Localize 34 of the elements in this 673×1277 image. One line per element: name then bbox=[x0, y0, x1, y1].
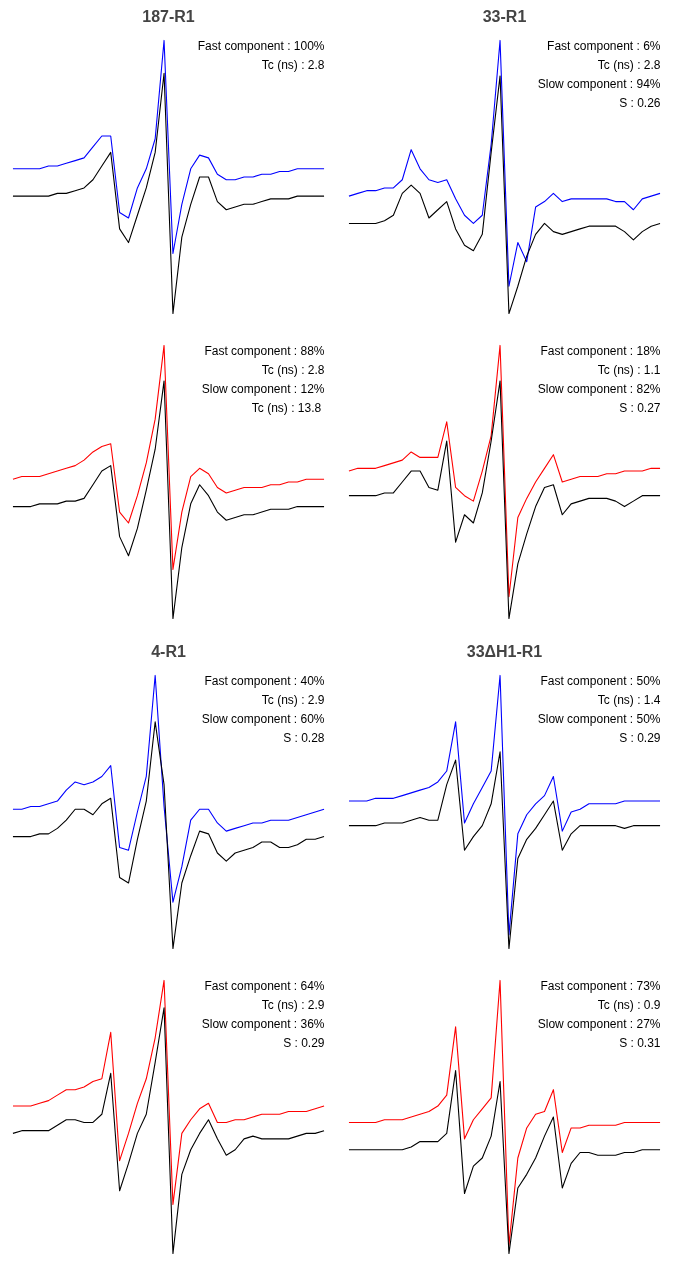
annotation: Tc (ns) : 2.8 bbox=[261, 57, 325, 72]
annotation: Slow component : 60% bbox=[201, 711, 325, 726]
annotation: Tc (ns) : 2.8 bbox=[597, 57, 661, 72]
annotation: S : 0.31 bbox=[619, 1035, 661, 1050]
chart-title: 33-R1 bbox=[482, 7, 527, 25]
chart-title: 4-R1 bbox=[151, 642, 186, 660]
annotation: Slow component : 27% bbox=[537, 1016, 661, 1031]
annotation: Slow component : 36% bbox=[201, 1016, 325, 1031]
annotation: Fast component : 18% bbox=[540, 343, 661, 358]
annotation: Tc (ns) : 0.9 bbox=[597, 997, 661, 1012]
annotation: Fast component : 6% bbox=[547, 38, 661, 53]
annotation: Tc (ns) : 13.8 bbox=[251, 400, 322, 415]
annotation: Tc (ns) : 2.9 bbox=[261, 692, 325, 707]
annotation: Fast component : 73% bbox=[540, 978, 661, 993]
annotation: Slow component : 82% bbox=[537, 381, 661, 396]
annotation: Slow component : 50% bbox=[537, 711, 661, 726]
annotation: Fast component : 50% bbox=[540, 673, 661, 688]
annotation: S : 0.29 bbox=[619, 730, 661, 745]
chart-title: 187-R1 bbox=[142, 7, 195, 25]
annotation: S : 0.29 bbox=[283, 1035, 325, 1050]
annotation: Fast component : 100% bbox=[197, 38, 325, 53]
annotation: Tc (ns) : 2.8 bbox=[261, 362, 325, 377]
annotation: Tc (ns) : 2.9 bbox=[261, 997, 325, 1012]
annotation: S : 0.26 bbox=[619, 95, 661, 110]
annotation: S : 0.27 bbox=[619, 400, 661, 415]
annotation: Fast component : 64% bbox=[204, 978, 325, 993]
annotation: Tc (ns) : 1.4 bbox=[597, 692, 661, 707]
chart-title: 33ΔH1-R1 bbox=[466, 642, 543, 660]
annotation: Fast component : 88% bbox=[204, 343, 325, 358]
annotation: Fast component : 40% bbox=[204, 673, 325, 688]
annotation: Slow component : 12% bbox=[201, 381, 325, 396]
annotation: Slow component : 94% bbox=[537, 76, 661, 91]
annotation: Tc (ns) : 1.1 bbox=[597, 362, 661, 377]
annotation: S : 0.28 bbox=[283, 730, 325, 745]
